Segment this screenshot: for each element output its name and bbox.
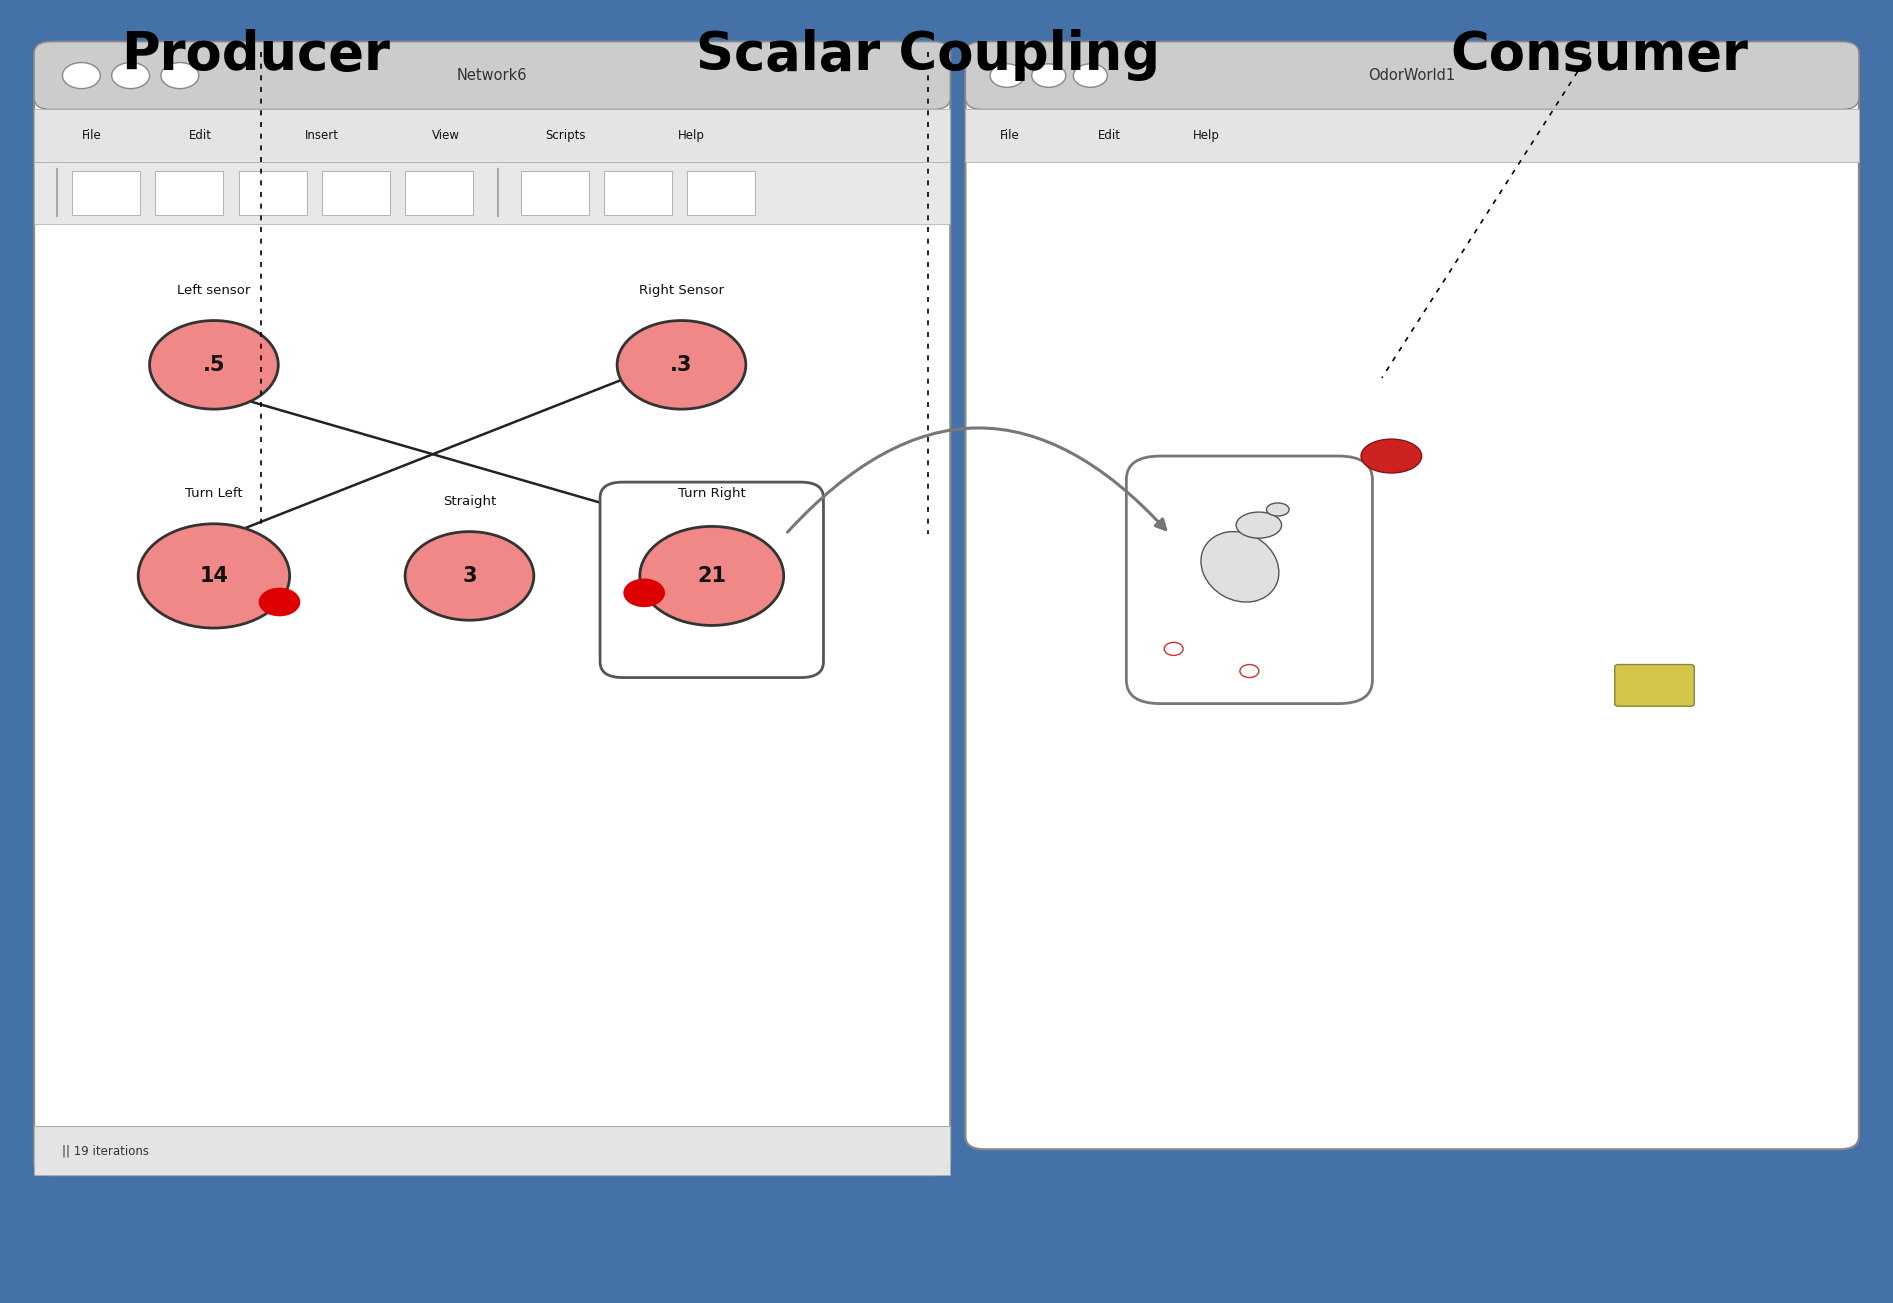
Circle shape [112, 63, 150, 89]
Circle shape [990, 64, 1024, 87]
Ellipse shape [1361, 439, 1422, 473]
Text: Straight: Straight [443, 495, 496, 508]
Bar [34, 109, 950, 162]
Ellipse shape [1266, 503, 1289, 516]
Bar [34, 1126, 950, 1175]
Bar [405, 171, 473, 215]
Circle shape [623, 579, 664, 607]
Text: .3: .3 [670, 354, 693, 375]
Text: Edit: Edit [1098, 129, 1121, 142]
Bar [604, 171, 672, 215]
Ellipse shape [1200, 532, 1280, 602]
FancyBboxPatch shape [965, 42, 1859, 109]
Circle shape [150, 321, 278, 409]
Ellipse shape [1236, 512, 1282, 538]
Text: Scalar Coupling: Scalar Coupling [695, 29, 1160, 81]
Text: 3: 3 [462, 566, 477, 586]
Text: File: File [81, 129, 100, 142]
Circle shape [617, 321, 746, 409]
Text: Insert: Insert [305, 129, 339, 142]
Bar [322, 171, 390, 215]
FancyBboxPatch shape [1126, 456, 1372, 704]
Text: Producer: Producer [121, 29, 390, 81]
Text: || 19 iterations: || 19 iterations [62, 1144, 150, 1157]
Circle shape [62, 63, 100, 89]
Text: Network6: Network6 [456, 68, 528, 83]
Circle shape [1073, 64, 1107, 87]
Text: Turn Left: Turn Left [186, 487, 242, 500]
Bar [72, 171, 140, 215]
Text: Left sensor: Left sensor [178, 284, 250, 297]
Bar [34, 162, 950, 224]
Circle shape [161, 63, 199, 89]
FancyBboxPatch shape [1615, 665, 1694, 706]
Circle shape [259, 588, 301, 616]
Text: 21: 21 [697, 566, 727, 586]
Bar [155, 171, 223, 215]
Text: OdorWorld1: OdorWorld1 [1369, 68, 1456, 83]
Text: Right Sensor: Right Sensor [640, 284, 723, 297]
Text: 14: 14 [199, 566, 229, 586]
Text: View: View [432, 129, 460, 142]
FancyBboxPatch shape [34, 42, 950, 109]
FancyBboxPatch shape [34, 42, 950, 1175]
FancyBboxPatch shape [965, 42, 1859, 1149]
Circle shape [1032, 64, 1066, 87]
Bar [965, 109, 1859, 162]
Bar [239, 171, 307, 215]
Text: File: File [1000, 129, 1018, 142]
Circle shape [138, 524, 290, 628]
Text: Consumer: Consumer [1450, 29, 1749, 81]
Bar [687, 171, 755, 215]
Text: Scripts: Scripts [545, 129, 585, 142]
Text: Turn Right: Turn Right [678, 487, 746, 500]
Text: Help: Help [678, 129, 704, 142]
Text: .5: .5 [203, 354, 225, 375]
Text: Edit: Edit [189, 129, 212, 142]
Circle shape [405, 532, 534, 620]
Bar [521, 171, 589, 215]
FancyBboxPatch shape [600, 482, 823, 678]
Text: Help: Help [1193, 129, 1219, 142]
Circle shape [640, 526, 784, 625]
